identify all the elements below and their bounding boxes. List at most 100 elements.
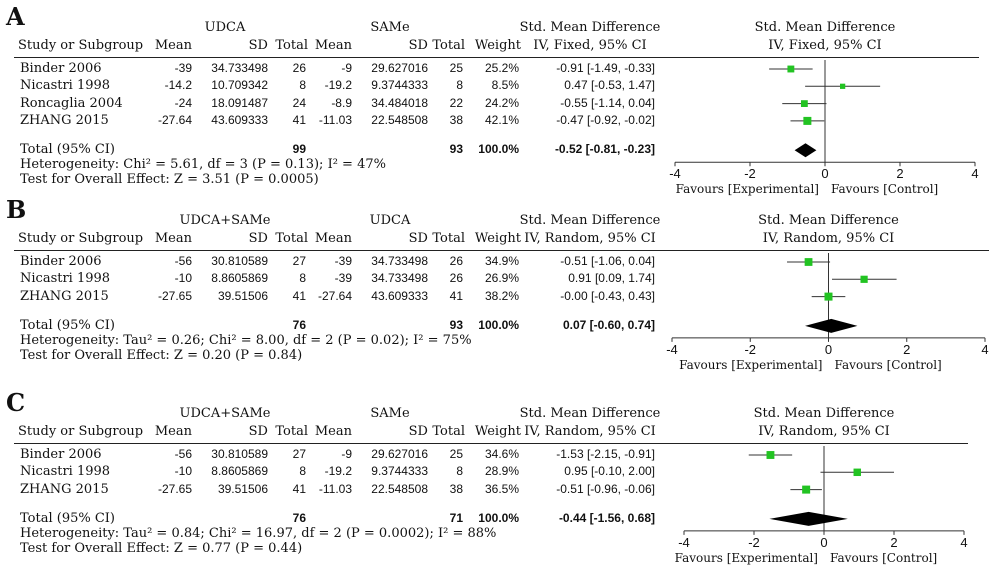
header-rule [14,443,968,444]
mean2-cell: -27.64 [317,288,352,303]
favours-left-label: Favours [Experimental] [675,551,818,565]
col-sd2-header: SD [408,424,428,439]
n2-cell: 25 [449,61,463,75]
mean1-cell: -27.65 [157,481,192,496]
sd2-cell: 29.627016 [371,447,428,461]
panel-letter: B [6,195,27,224]
col-sd1-header: SD [248,424,268,439]
mean1-cell: -10 [174,271,192,286]
mean2-cell: -19.2 [324,78,352,93]
favours-right-label: Favours [Control] [831,182,938,196]
x-axis-tick-label: 4 [960,535,967,550]
sd1-cell: 8.8605869 [211,271,268,286]
total-label: Total (95% CI) [20,510,116,526]
mean2-cell: -9 [341,61,352,75]
mean1-cell: -56 [174,254,192,268]
n1-cell: 26 [292,61,306,75]
mean1-cell: -39 [174,61,192,75]
heterogeneity-text: Heterogeneity: Tau² = 0.26; Chi² = 8.00,… [20,332,472,348]
favours-right-label: Favours [Control] [835,358,942,372]
col-total1-header: Total [275,231,308,246]
study-name: Binder 2006 [20,447,102,462]
n1-cell: 27 [292,254,306,268]
weight-cell: 28.9% [484,464,519,479]
sd1-cell: 18.091487 [211,95,268,110]
sd2-cell: 22.548508 [371,481,428,496]
col-total2-header: Total [432,231,465,246]
study-name: ZHANG 2015 [20,288,109,304]
study-name: ZHANG 2015 [20,112,109,128]
study-name: Binder 2006 [20,61,102,76]
x-axis-tick-label: -2 [744,166,756,181]
total-label: Total (95% CI) [20,317,116,333]
header-rule [14,57,979,58]
sd2-cell: 9.3744333 [371,464,428,479]
group1-header: UDCA+SAMe [179,406,271,421]
study-point-marker [853,468,861,477]
n2-cell: 8 [456,78,463,93]
method-header-left: IV, Random, 95% CI [524,424,656,439]
x-axis-tick-label: 2 [903,342,910,357]
study-point-marker [804,258,813,266]
group2-header: SAMe [370,20,410,35]
col-mean1-header: Mean [154,424,192,439]
n2-cell: 22 [449,95,463,110]
col-total1-header: Total [275,424,308,439]
col-total2-header: Total [432,424,465,439]
study-point-marker [787,65,795,73]
n2-cell: 38 [449,481,463,496]
total-weight: 100.0% [478,510,519,525]
study-point-marker [802,485,811,494]
mean1-cell: -27.64 [157,112,192,127]
pooled-diamond [769,511,848,526]
study-point-marker [840,83,846,89]
effect-header-left: Std. Mean Difference [519,406,661,421]
study-name: Nicastri 1998 [20,464,111,480]
study-point-marker [800,100,808,107]
favours-right-label: Favours [Control] [830,551,937,565]
n2-cell: 26 [449,271,463,286]
ci-cell: -0.55 [-1.14, 0.04] [560,95,655,110]
group1-header: UDCA+SAMe [179,213,271,228]
total-n1: 76 [292,510,306,525]
col-weight-header: Weight [474,231,521,246]
sd2-cell: 9.3744333 [371,78,428,93]
n1-cell: 41 [292,481,306,496]
total-ci: -0.44 [-1.56, 0.68] [558,510,655,525]
n2-cell: 38 [449,112,463,127]
mean2-cell: -39 [334,254,352,268]
x-axis-tick-label: 0 [820,535,827,550]
col-study-header: Study or Subgroup [18,38,144,53]
col-mean2-header: Mean [314,231,352,246]
mean2-cell: -19.2 [324,464,352,479]
panel-a: A UDCA SAMe Std. Mean Difference Std. Mean D… [0,0,1000,196]
mean1-cell: -10 [174,464,192,479]
n1-cell: 8 [299,78,306,93]
study-name: Roncaglia 2004 [20,95,123,111]
col-weight-header: Weight [474,424,521,439]
weight-cell: 36.5% [484,481,519,496]
effect-header-right: Std. Mean Difference [754,20,896,35]
study-point-marker [824,292,833,301]
sd2-cell: 34.733498 [371,254,428,268]
total-n1: 76 [292,317,306,332]
effect-header-right: Std. Mean Difference [753,406,895,421]
effect-header-right: Std. Mean Difference [758,213,899,228]
col-mean1-header: Mean [154,231,192,246]
n2-cell: 25 [449,447,463,461]
sd1-cell: 34.733498 [211,61,268,75]
weight-cell: 8.5% [491,78,519,93]
col-sd2-header: SD [408,38,428,53]
group2-header: SAMe [370,406,410,421]
mean1-cell: -24 [174,95,192,110]
x-axis-tick-label: -4 [678,535,690,550]
weight-cell: 26.9% [484,271,519,286]
x-axis-tick-label: 0 [821,166,828,181]
sd2-cell: 29.627016 [371,61,428,75]
mean2-cell: -39 [334,271,352,286]
x-axis-tick-label: 4 [971,166,978,181]
study-name: ZHANG 2015 [20,481,109,497]
ci-cell: -0.51 [-1.06, 0.04] [560,254,655,268]
study-name: Nicastri 1998 [20,271,111,287]
n1-cell: 41 [292,288,306,303]
